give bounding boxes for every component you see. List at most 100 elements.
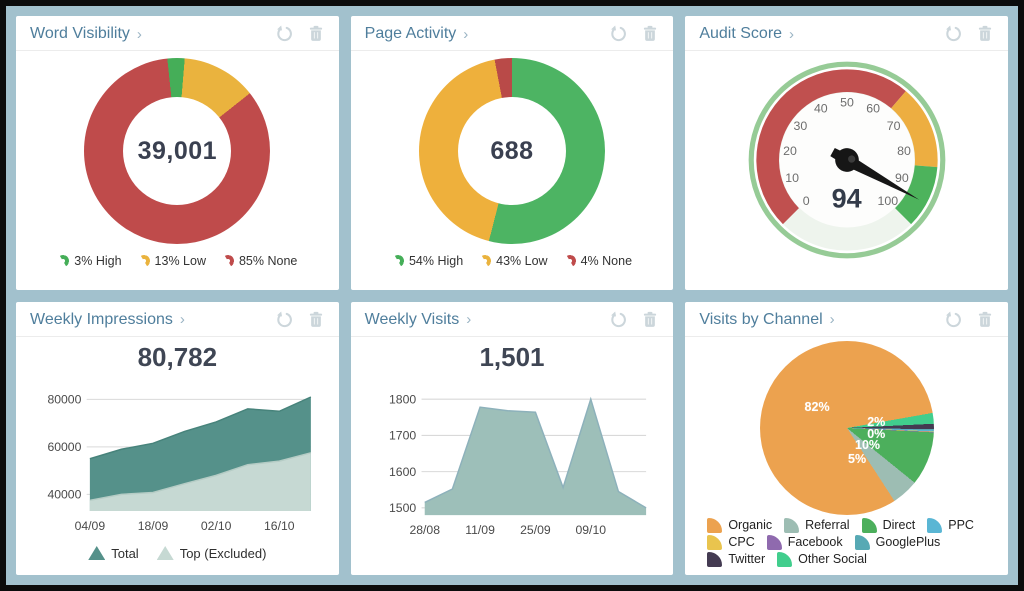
visits-by-channel-title-link[interactable]: Visits by Channel ›: [699, 311, 834, 329]
refresh-icon[interactable]: [609, 25, 627, 43]
chevron-right-icon: ›: [789, 25, 795, 43]
refresh-icon[interactable]: [609, 311, 627, 329]
panel-audit-score: Audit Score › 0 10 20 30 40 50 60 70 80 90 100 94: [685, 16, 1008, 290]
legend-label: 85% None: [238, 254, 298, 268]
page-activity-total: 688: [490, 136, 534, 165]
trash-icon[interactable]: [976, 311, 994, 329]
trash-icon[interactable]: [641, 25, 659, 43]
panel-header: Word Visibility ›: [16, 16, 339, 51]
legend-arc-swatch: [477, 253, 493, 269]
legend-label: Top (Excluded): [179, 545, 267, 561]
page-activity-legend: 54% High 43% Low 4% None: [390, 253, 633, 269]
legend-item: Twitter: [707, 551, 766, 567]
legend-swatch: [707, 534, 723, 550]
trash-icon[interactable]: [307, 25, 325, 43]
refresh-icon[interactable]: [944, 311, 962, 329]
chevron-right-icon: ›: [136, 25, 142, 43]
legend-swatch: [777, 551, 793, 567]
pie-slice-label: 5%: [848, 451, 867, 466]
donut-hole: 688: [457, 97, 566, 205]
legend-label: CPC: [728, 535, 755, 549]
svg-text:10: 10: [785, 171, 799, 185]
weekly-impressions-title-link[interactable]: Weekly Impressions ›: [30, 311, 185, 329]
weekly-impressions-area-chart[interactable]: 40000 60000 80000 04/09 18/09 02/10 16/10: [28, 375, 326, 545]
page-activity-donut-chart[interactable]: 688: [418, 58, 605, 244]
word-visibility-total: 39,001: [137, 136, 218, 165]
legend-label: Organic: [728, 518, 773, 532]
panel-visits-by-channel: Visits by Channel › 82% 2% 0% 10% 5% Organic…: [685, 301, 1008, 575]
legend-label: Direct: [882, 518, 916, 532]
legend-item: 13% Low: [136, 253, 206, 269]
svg-text:1600: 1600: [389, 464, 416, 478]
weekly-visits-area-chart[interactable]: 1500 1600 1700 1800 28/08 11/09 25/09 09/10: [363, 375, 661, 553]
word-visibility-legend: 3% High 13% Low 85% None: [56, 253, 298, 269]
weekly-visits-total: 1,501: [479, 341, 545, 372]
legend-label: 4% None: [580, 254, 633, 268]
page-activity-title-link[interactable]: Page Activity ›: [365, 25, 469, 43]
legend-item: Organic: [707, 517, 773, 533]
audit-score-title-link[interactable]: Audit Score ›: [699, 25, 794, 43]
svg-text:100: 100: [877, 194, 898, 208]
refresh-icon[interactable]: [275, 25, 293, 43]
legend-item: 85% None: [220, 253, 298, 269]
legend-arc-swatch: [56, 253, 71, 269]
pie-slice-label: 0%: [867, 427, 886, 442]
legend-item: 54% High: [390, 253, 463, 269]
svg-text:50: 50: [840, 95, 854, 109]
legend-item: 43% Low: [477, 253, 548, 269]
chevron-right-icon: ›: [463, 25, 469, 43]
svg-text:1700: 1700: [389, 428, 416, 442]
svg-text:30: 30: [793, 119, 807, 133]
trash-icon[interactable]: [976, 25, 994, 43]
audit-score-gauge-chart[interactable]: 0 10 20 30 40 50 60 70 80 90 100 94: [744, 57, 950, 263]
panel-title: Audit Score: [699, 25, 783, 42]
legend-triangle-swatch: [88, 546, 106, 560]
legend-swatch: [927, 517, 943, 533]
legend-swatch: [707, 517, 723, 533]
refresh-icon[interactable]: [275, 311, 293, 329]
legend-arc-swatch: [562, 253, 577, 269]
trash-icon[interactable]: [641, 311, 659, 329]
legend-arc-swatch: [136, 253, 151, 269]
svg-text:25/09: 25/09: [520, 523, 551, 537]
svg-text:80000: 80000: [48, 392, 82, 406]
svg-text:09/10: 09/10: [575, 523, 606, 537]
panel-header: Weekly Impressions ›: [16, 302, 339, 337]
chevron-right-icon: ›: [829, 311, 835, 328]
legend-swatch: [784, 517, 800, 533]
svg-text:80: 80: [897, 144, 911, 158]
svg-text:28/08: 28/08: [409, 523, 440, 537]
legend-swatch: [861, 517, 877, 533]
legend-item: GooglePlus: [854, 534, 940, 550]
legend-arc-swatch: [220, 253, 236, 269]
legend-label: PPC: [948, 518, 974, 532]
panel-title: Weekly Visits: [364, 310, 460, 328]
weekly-visits-title-link[interactable]: Weekly Visits ›: [365, 311, 472, 329]
legend-label: Twitter: [728, 552, 766, 566]
weekly-impressions-legend: Total Top (Excluded): [88, 546, 266, 561]
word-visibility-title-link[interactable]: Word Visibility ›: [30, 25, 142, 43]
trash-icon[interactable]: [307, 311, 325, 329]
svg-text:20: 20: [783, 144, 797, 158]
word-visibility-donut-chart[interactable]: 39,001: [84, 58, 271, 244]
visits-by-channel-pie-chart[interactable]: 82% 2% 0% 10% 5%: [759, 340, 934, 515]
svg-text:18/09: 18/09: [138, 519, 169, 533]
panel-word-visibility: Word Visibility › 39,001 3% High 13% L: [16, 16, 339, 290]
refresh-icon[interactable]: [944, 25, 962, 43]
svg-text:02/10: 02/10: [201, 519, 232, 533]
svg-text:11/09: 11/09: [465, 523, 495, 537]
legend-swatch: [707, 551, 723, 567]
legend-label: Facebook: [787, 535, 843, 549]
svg-text:04/09: 04/09: [75, 519, 106, 533]
svg-text:90: 90: [895, 171, 909, 185]
legend-item: 3% High: [56, 253, 122, 269]
svg-text:1800: 1800: [389, 392, 416, 406]
legend-swatch: [854, 534, 870, 550]
svg-text:16/10: 16/10: [264, 519, 295, 533]
panel-header: Weekly Visits ›: [350, 302, 674, 337]
panel-header: Audit Score ›: [685, 16, 1008, 51]
legend-label: 43% Low: [496, 254, 548, 268]
svg-text:60000: 60000: [48, 440, 82, 454]
pie-slice-label: 2%: [867, 415, 886, 430]
legend-item: Referral: [784, 517, 850, 533]
